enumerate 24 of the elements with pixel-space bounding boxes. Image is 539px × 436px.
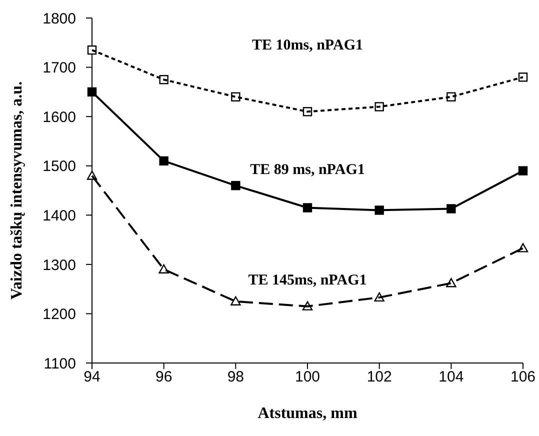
point	[158, 264, 169, 274]
x-tick-label: 96	[155, 368, 172, 386]
text: TE 10ms, nPAG1	[252, 38, 363, 54]
x-tick-label: 98	[227, 368, 244, 386]
x-tick-label: 100	[294, 368, 320, 386]
y-axis-title: Vaizdo taškų intensyvumas, a.u.	[8, 81, 26, 300]
x-tick-label: 106	[510, 368, 536, 386]
y-tick-label: 1100	[44, 355, 76, 372]
point	[518, 166, 528, 176]
x-tick-label: 94	[84, 368, 100, 386]
y-tick-label: 1300	[42, 256, 76, 274]
x-axis-title: Atstumas, mm	[258, 405, 358, 422]
y-tick-label: 1400	[42, 207, 76, 224]
series-label: TE 89 ms, nPAG1	[250, 162, 365, 178]
y-tick-label: 1500	[42, 158, 76, 176]
series-label: TE 145ms, nPAG1	[248, 272, 367, 288]
x-tick-label: 104	[438, 368, 464, 386]
y-tick-label: 1700	[42, 60, 76, 77]
x-tick-label: 102	[366, 368, 392, 386]
point	[230, 296, 241, 306]
point	[518, 72, 528, 82]
y-tick-label: 1600	[42, 108, 76, 126]
y-tick-label: 1800	[42, 10, 76, 28]
y-tick-label: 1200	[42, 306, 76, 324]
